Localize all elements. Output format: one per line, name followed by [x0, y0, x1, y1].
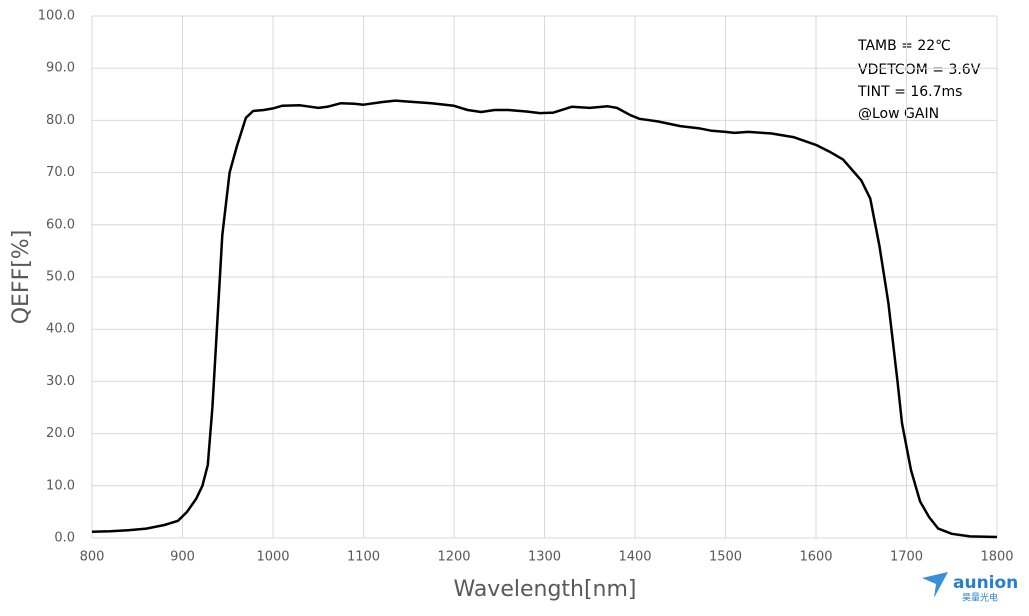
y-tick-label: 20.0 — [46, 426, 75, 441]
x-tick-label: 1300 — [528, 550, 561, 565]
x-tick-label: 1600 — [799, 550, 832, 565]
x-tick-label: 900 — [170, 550, 195, 565]
x-tick-label: 1100 — [347, 550, 380, 565]
x-tick-label: 1800 — [980, 550, 1013, 565]
x-tick-label: 1500 — [709, 550, 742, 565]
x-tick-label: 1400 — [618, 550, 651, 565]
y-tick-label: 40.0 — [46, 322, 75, 337]
y-tick-label: 50.0 — [46, 270, 75, 285]
logo-text: aunion — [953, 573, 1018, 593]
y-tick-label: 30.0 — [46, 374, 75, 389]
annotation: VDETCOM = 3.6V — [858, 62, 981, 78]
y-tick-label: 70.0 — [46, 165, 75, 180]
x-axis-title: Wavelength[nm] — [453, 577, 636, 602]
y-tick-label: 10.0 — [46, 478, 75, 493]
x-tick-label: 1700 — [890, 550, 923, 565]
data-line — [91, 99, 998, 539]
annotation: TAMB = 22℃ — [857, 38, 951, 54]
logo-subtext: 昊量光电 — [962, 592, 998, 604]
y-axis-title: QEFF[%] — [9, 230, 34, 325]
y-tick-label: 0.0 — [54, 531, 75, 546]
annotation: TINT = 16.7ms — [857, 84, 962, 100]
logo-icon — [922, 572, 948, 598]
x-tick-label: 800 — [80, 550, 105, 565]
x-tick-label: 1000 — [256, 550, 289, 565]
y-tick-label: 100.0 — [38, 9, 75, 24]
y-tick-label: 80.0 — [46, 113, 75, 128]
y-tick-label: 60.0 — [46, 217, 75, 232]
annotation: @Low GAIN — [858, 106, 939, 122]
x-tick-label: 1200 — [437, 550, 470, 565]
y-tick-label: 90.0 — [46, 61, 75, 76]
